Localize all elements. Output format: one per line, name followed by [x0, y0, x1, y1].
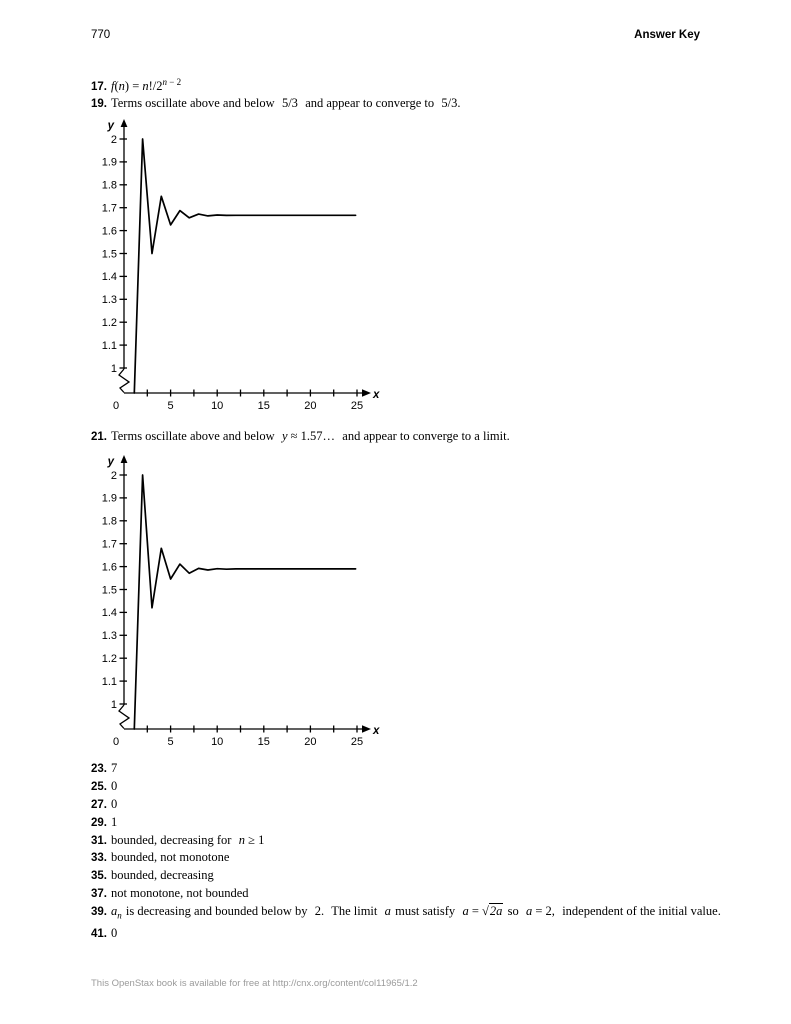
- answers-list: 23. 7 25. 0 27. 0 29. 1 31. bounded, decreasi…: [91, 761, 721, 944]
- svg-text:1.6: 1.6: [102, 561, 117, 573]
- sequence-curve: [133, 138, 357, 394]
- footer-note: This OpenStax book is available for free…: [91, 978, 418, 989]
- x-axis-arrow: [362, 725, 371, 733]
- answer-number: 31.: [91, 834, 107, 847]
- svg-text:20: 20: [304, 736, 316, 748]
- svg-text:2: 2: [111, 134, 117, 146]
- answer-number: 37.: [91, 888, 107, 901]
- answer-content: bounded, not monotone: [111, 850, 230, 865]
- y-axis-arrow: [120, 455, 128, 463]
- svg-text:1.2: 1.2: [102, 653, 117, 665]
- answer-number: 17.: [91, 81, 107, 94]
- svg-text:1.3: 1.3: [102, 294, 117, 306]
- sequence-chart-19: 11.11.21.31.41.51.61.71.81.925 10 15 20 250y…: [102, 119, 380, 412]
- svg-text:20: 20: [304, 400, 316, 412]
- svg-text:5: 5: [168, 400, 174, 412]
- sequence-chart-figure-21: 1 1.1 1.2 1.3 1.4 1.5 1.6 1.7 1.8 1.9 2 5 10 15 20 25 0 y…: [100, 452, 390, 757]
- svg-text:2: 2: [111, 470, 117, 482]
- answer-number: 41.: [91, 927, 107, 940]
- answer-number: 35.: [91, 870, 107, 883]
- answer-item-39: 39. an is decreasing and bounded below by…: [91, 903, 721, 923]
- page-number: 770: [91, 29, 111, 41]
- svg-text:1.5: 1.5: [102, 584, 117, 596]
- answer-item-23: 23. 7: [91, 761, 721, 777]
- answer-number: 29.: [91, 816, 107, 829]
- x-axis-label: x: [372, 725, 380, 737]
- answer-number: 19.: [91, 98, 107, 110]
- svg-text:25: 25: [351, 736, 363, 748]
- svg-text:1.8: 1.8: [102, 516, 117, 528]
- answer-content: not monotone, not bounded: [111, 886, 249, 901]
- y-axis-arrow: [120, 119, 128, 127]
- svg-text:1.1: 1.1: [102, 340, 117, 352]
- answer-item-19: 19. Terms oscillate above and below 5/3 a…: [91, 96, 461, 112]
- svg-text:5: 5: [168, 736, 174, 748]
- svg-text:1.8: 1.8: [102, 180, 117, 192]
- answer-item-31: 31. bounded, decreasing for n ≥ 1: [91, 832, 721, 849]
- answer-content: an is decreasing and bounded below by 2.…: [111, 903, 721, 921]
- svg-text:1.7: 1.7: [102, 203, 117, 215]
- axes: 11.11.21.31.41.51.61.71.81.925 10 15 20 250y…: [102, 455, 380, 748]
- answer-number: 33.: [91, 852, 107, 865]
- header-title: Answer Key: [634, 29, 700, 41]
- answer-content: Terms oscillate above and below y ≈ 1.57…: [111, 429, 510, 443]
- svg-text:10: 10: [211, 736, 223, 748]
- svg-text:1.6: 1.6: [102, 225, 117, 237]
- answer-content: Terms oscillate above and below 5/3 and …: [111, 96, 461, 110]
- answer-number: 25.: [91, 780, 107, 793]
- axes: 11.11.21.31.41.51.61.71.81.925 10 15 20 250y…: [102, 119, 380, 412]
- axis-break: [118, 368, 131, 393]
- svg-text:1.3: 1.3: [102, 630, 117, 642]
- answer-item-41: 41. 0: [91, 925, 721, 942]
- answer-content: 0: [111, 778, 118, 793]
- origin-label: 0: [113, 736, 119, 748]
- y-axis-label: y: [107, 120, 115, 132]
- svg-text:1.9: 1.9: [102, 157, 117, 169]
- svg-text:1.4: 1.4: [102, 607, 117, 619]
- svg-text:1.1: 1.1: [102, 676, 117, 688]
- sequence-curve: [133, 474, 357, 730]
- svg-text:15: 15: [258, 400, 270, 412]
- sequence-chart-figure-19: 1 1.1 1.2 1.3 1.4 1.5 1.6 1.7 1.8 1.9 2 5 10 15 20 25 0 y…: [100, 116, 390, 421]
- x-axis-arrow: [362, 389, 371, 397]
- answer-item-29: 29. 1: [91, 814, 721, 831]
- answer-content: 0: [111, 796, 118, 811]
- radical-expression: √2a: [482, 903, 504, 919]
- origin-label: 0: [113, 400, 119, 412]
- answer-number: 21.: [91, 431, 107, 443]
- answer-item-33: 33. bounded, not monotone: [91, 851, 721, 866]
- answer-item-27: 27. 0: [91, 796, 721, 813]
- answer-content: bounded, decreasing: [111, 868, 214, 883]
- answer-content: 0: [111, 925, 118, 940]
- x-axis-label: x: [372, 389, 380, 401]
- answer-number: 39.: [91, 906, 107, 919]
- answer-content: bounded, decreasing for n ≥ 1: [111, 832, 265, 847]
- answer-content: f(n) = n!/2n − 2: [111, 77, 182, 94]
- answer-item-25: 25. 0: [91, 778, 721, 795]
- svg-text:1.2: 1.2: [102, 317, 117, 329]
- answer-number: 27.: [91, 798, 107, 811]
- svg-text:1.9: 1.9: [102, 493, 117, 505]
- sequence-chart-21: 11.11.21.31.41.51.61.71.81.925 10 15 20 250y…: [102, 455, 380, 748]
- svg-text:1: 1: [111, 699, 117, 711]
- answer-item-35: 35. bounded, decreasing: [91, 869, 721, 884]
- svg-text:1.7: 1.7: [102, 539, 117, 551]
- answer-content: 7: [111, 761, 118, 775]
- answer-item-17: 17. f(n) = n!/2n − 2: [91, 76, 181, 95]
- answer-content: 1: [111, 814, 118, 829]
- answer-number: 23.: [91, 763, 107, 775]
- answer-item-21: 21. Terms oscillate above and below y ≈ 1…: [91, 429, 510, 445]
- answer-item-37: 37. not monotone, not bounded: [91, 886, 721, 902]
- svg-text:1: 1: [111, 363, 117, 375]
- svg-text:15: 15: [258, 736, 270, 748]
- svg-text:10: 10: [211, 400, 223, 412]
- axis-break: [118, 704, 131, 729]
- svg-text:1.4: 1.4: [102, 271, 117, 283]
- y-axis-label: y: [107, 456, 115, 468]
- svg-text:1.5: 1.5: [102, 248, 117, 260]
- svg-text:25: 25: [351, 400, 363, 412]
